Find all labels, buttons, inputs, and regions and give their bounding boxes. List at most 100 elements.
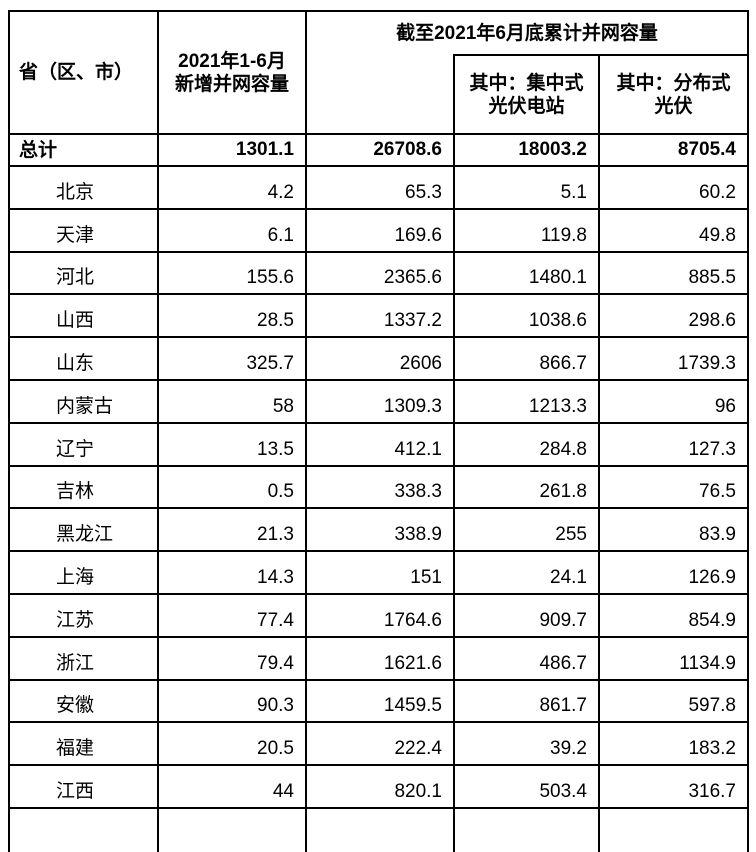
distributed-cell: 126.9	[600, 552, 749, 595]
province-cell: 内蒙古	[10, 380, 159, 424]
total-cumulative: 26708.6	[307, 135, 455, 167]
province-cell: 吉林	[10, 466, 159, 510]
new-capacity-cell: 79.4	[159, 637, 307, 681]
distributed-cell: 76.5	[600, 466, 749, 510]
total-distributed: 8705.4	[600, 135, 749, 167]
new-capacity-cell: 21.3	[159, 509, 307, 553]
centralized-cell: 1038.6	[455, 295, 600, 339]
province-cell: 山西	[10, 295, 159, 339]
header-cumulative-group: 截至2021年6月底累计并网容量	[307, 12, 749, 54]
capacity-table: 省（区、市） 2021年1-6月 新增并网容量 截至2021年6月底累计并网容量…	[8, 10, 749, 852]
distributed-cell: 49.8	[600, 209, 749, 253]
header-centralized: 其中：集中式 光伏电站	[455, 54, 600, 135]
province-cell: 辽宁	[10, 423, 159, 467]
centralized-cell: 486.7	[455, 637, 600, 681]
total-centralized: 18003.2	[455, 135, 600, 167]
total-new-capacity: 1301.1	[159, 135, 307, 167]
cumulative-cell: 222.4	[307, 723, 455, 767]
distributed-cell: 96	[600, 380, 749, 424]
centralized-cell: 1480.1	[455, 252, 600, 296]
province-cell: 天津	[10, 209, 159, 253]
new-capacity-cell: 77.4	[159, 594, 307, 638]
new-capacity-cell: 58	[159, 380, 307, 424]
new-capacity-cell: 20.5	[159, 723, 307, 767]
new-capacity-cell: 14.3	[159, 552, 307, 595]
header-cumulative-title: 截至2021年6月底累计并网容量	[396, 22, 658, 44]
header-new-capacity-line1: 2021年1-6月	[178, 50, 286, 72]
cumulative-cell: 820.1	[307, 766, 455, 809]
province-cell: 浙江	[10, 637, 159, 681]
centralized-cell: 255	[455, 509, 600, 553]
new-capacity-cell: 325.7	[159, 338, 307, 381]
header-distributed: 其中：分布式 光伏	[600, 54, 749, 135]
centralized-cell: 284.8	[455, 423, 600, 467]
centralized-cell: 119.8	[455, 209, 600, 253]
centralized-cell: 909.7	[455, 594, 600, 638]
header-province-label: 省（区、市）	[19, 62, 134, 83]
new-capacity-cell: 0.5	[159, 466, 307, 510]
header-province: 省（区、市）	[10, 12, 159, 135]
table-screenshot: { "table": { "header": { "province": "省（…	[8, 10, 749, 852]
partial-row-cell	[10, 808, 159, 852]
header-cumulative-total-subcell	[307, 54, 455, 135]
centralized-cell: 866.7	[455, 338, 600, 381]
partial-row-cell	[455, 808, 600, 852]
cumulative-cell: 2365.6	[307, 252, 455, 296]
header-new-capacity: 2021年1-6月 新增并网容量	[159, 12, 307, 135]
cumulative-cell: 412.1	[307, 423, 455, 467]
province-cell: 上海	[10, 552, 159, 595]
centralized-cell: 24.1	[455, 552, 600, 595]
centralized-cell: 5.1	[455, 167, 600, 210]
province-cell: 北京	[10, 167, 159, 210]
total-row-label: 总计	[10, 135, 159, 167]
new-capacity-cell: 13.5	[159, 423, 307, 467]
centralized-cell: 861.7	[455, 680, 600, 724]
distributed-cell: 854.9	[600, 594, 749, 638]
cumulative-cell: 338.9	[307, 509, 455, 553]
cumulative-cell: 1309.3	[307, 380, 455, 424]
centralized-cell: 39.2	[455, 723, 600, 767]
distributed-cell: 1739.3	[600, 338, 749, 381]
cumulative-cell: 169.6	[307, 209, 455, 253]
header-centralized-line1: 其中：集中式	[469, 72, 584, 94]
province-cell: 山东	[10, 338, 159, 381]
distributed-cell: 885.5	[600, 252, 749, 296]
province-cell: 江苏	[10, 594, 159, 638]
new-capacity-cell: 6.1	[159, 209, 307, 253]
distributed-cell: 127.3	[600, 423, 749, 467]
centralized-cell: 1213.3	[455, 380, 600, 424]
cumulative-cell: 1459.5	[307, 680, 455, 724]
centralized-cell: 503.4	[455, 766, 600, 809]
province-cell: 安徽	[10, 680, 159, 724]
new-capacity-cell: 155.6	[159, 252, 307, 296]
distributed-cell: 83.9	[600, 509, 749, 553]
distributed-cell: 597.8	[600, 680, 749, 724]
header-centralized-line2: 光伏电站	[488, 95, 565, 117]
header-distributed-line2: 光伏	[654, 95, 693, 117]
distributed-cell: 1134.9	[600, 637, 749, 681]
header-new-capacity-line2: 新增并网容量	[174, 73, 289, 95]
new-capacity-cell: 90.3	[159, 680, 307, 724]
cumulative-cell: 151	[307, 552, 455, 595]
distributed-cell: 316.7	[600, 766, 749, 809]
new-capacity-cell: 28.5	[159, 295, 307, 339]
cumulative-cell: 338.3	[307, 466, 455, 510]
centralized-cell: 261.8	[455, 466, 600, 510]
cumulative-cell: 1621.6	[307, 637, 455, 681]
distributed-cell: 60.2	[600, 167, 749, 210]
distributed-cell: 183.2	[600, 723, 749, 767]
province-cell: 福建	[10, 723, 159, 767]
province-cell: 河北	[10, 252, 159, 296]
partial-row-cell	[307, 808, 455, 852]
new-capacity-cell: 4.2	[159, 167, 307, 210]
new-capacity-cell: 44	[159, 766, 307, 809]
cumulative-cell: 65.3	[307, 167, 455, 210]
province-cell: 黑龙江	[10, 509, 159, 553]
header-distributed-line1: 其中：分布式	[616, 72, 731, 94]
partial-row-cell	[600, 808, 749, 852]
cumulative-cell: 1337.2	[307, 295, 455, 339]
cumulative-cell: 2606	[307, 338, 455, 381]
partial-row-cell	[159, 808, 307, 852]
cumulative-cell: 1764.6	[307, 594, 455, 638]
province-cell: 江西	[10, 766, 159, 809]
